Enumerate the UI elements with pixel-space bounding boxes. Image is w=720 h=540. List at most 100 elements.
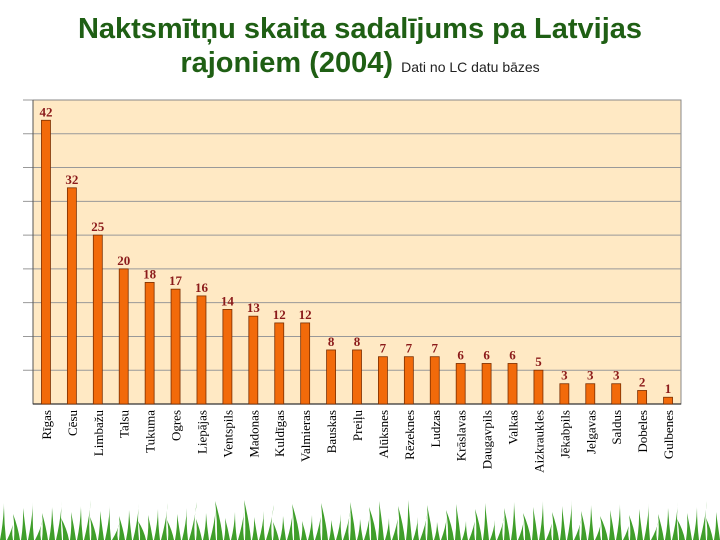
grass-blade <box>138 521 146 540</box>
grass-blade <box>301 521 307 540</box>
title-line-2-text: rajoniem (2004) <box>180 47 394 79</box>
grass-blade <box>441 516 447 540</box>
chart-title: Naktsmītņu skaita sadalījums pa Latvijas… <box>0 12 720 84</box>
bar-Madonas <box>248 315 259 405</box>
grass-blade <box>378 501 384 540</box>
grass-blade <box>161 503 168 540</box>
bar-Valmieras <box>300 322 311 405</box>
chart-subtitle: Dati no LC datu bāzes <box>401 59 540 75</box>
grass-blade <box>259 511 265 540</box>
grass-blade <box>7 520 14 540</box>
grass-decoration <box>0 500 720 540</box>
grass-blade <box>56 501 62 540</box>
grass-blade <box>196 519 202 540</box>
grass-blade <box>637 509 643 540</box>
bar-Aizkraukles <box>533 369 544 405</box>
grass-blade <box>61 518 69 540</box>
grass-blade <box>651 520 659 540</box>
tick-label: Tukuma <box>143 410 158 453</box>
tick-label: Liepājas <box>194 410 209 454</box>
grass-blade <box>462 521 468 540</box>
bar-Limbažu <box>92 234 103 405</box>
grass-blade <box>483 503 489 540</box>
data-label: 2 <box>639 374 646 389</box>
bar-Ludzas <box>429 356 440 405</box>
data-label: 13 <box>247 300 261 315</box>
grass-blade <box>175 514 181 540</box>
data-label: 5 <box>535 354 542 369</box>
data-label: 17 <box>169 273 183 288</box>
bar-Rēzeknes <box>403 356 414 405</box>
grass-blade <box>677 519 685 540</box>
grass-blade <box>292 504 300 540</box>
tick-label: Limbažu <box>91 410 106 457</box>
grass-blade <box>42 513 48 540</box>
grass-blade <box>154 509 160 540</box>
grass-blades <box>0 500 720 540</box>
grass-blade <box>665 508 671 540</box>
grass-blade <box>406 500 412 540</box>
bar-Tukuma <box>144 281 155 405</box>
bar-Ogres <box>170 288 181 405</box>
data-label: 16 <box>195 280 209 295</box>
grass-blade <box>616 504 622 540</box>
grass-blade <box>315 509 322 540</box>
tick-label: Bauskas <box>324 410 339 453</box>
grass-blade <box>588 505 594 540</box>
data-label: 6 <box>509 347 516 362</box>
grass-blade <box>105 505 111 540</box>
bar-Jēkabpils <box>559 383 570 405</box>
grass-blade <box>532 507 538 540</box>
grass-blade <box>364 513 370 540</box>
grass-blade <box>672 502 678 540</box>
grass-blade <box>658 514 664 540</box>
grass-blade <box>546 518 553 540</box>
data-label: 8 <box>354 334 361 349</box>
grass-blade <box>413 517 419 540</box>
tick-label: Kuldīgas <box>272 410 287 457</box>
grass-blade <box>369 507 377 540</box>
grass-blade <box>469 515 476 540</box>
bar-Alūksnes <box>378 356 388 405</box>
grass-blade <box>35 519 43 540</box>
grass-blade <box>287 510 293 540</box>
grass-blade <box>518 519 524 540</box>
grass-blade <box>77 506 83 540</box>
data-label: 7 <box>406 341 413 356</box>
data-label: 8 <box>328 334 335 349</box>
grass-blade <box>84 500 91 540</box>
grass-blade <box>21 508 27 540</box>
grass-blade <box>567 500 573 540</box>
grass-blade <box>434 522 440 540</box>
grass-blade <box>133 504 139 540</box>
grass-blade <box>321 503 328 540</box>
grass-blade <box>455 504 461 540</box>
grass-blade <box>392 512 399 540</box>
bar-Preiļu <box>352 349 362 405</box>
bar-Kuldīgas <box>274 322 285 405</box>
tick-label: Saldus <box>609 410 624 445</box>
bar-Dobeles <box>637 390 648 405</box>
grass-blade <box>686 513 692 540</box>
grass-blade <box>600 516 608 540</box>
grass-blade <box>70 512 76 540</box>
grass-blade <box>595 522 601 540</box>
tick-label: Jēkabpils <box>557 410 572 458</box>
bar-Liepājas <box>196 295 207 405</box>
grass-blade <box>609 510 615 540</box>
data-label: 3 <box>613 368 620 383</box>
data-label: 14 <box>221 293 235 308</box>
grass-blade <box>446 510 454 540</box>
grass-blade <box>329 520 335 540</box>
grass-blade <box>420 511 428 540</box>
grass-blade <box>273 522 279 540</box>
data-label: 3 <box>587 368 594 383</box>
data-label: 3 <box>561 368 568 383</box>
grass-blade <box>189 502 197 540</box>
tick-label: Krāslavas <box>454 410 469 461</box>
grass-blade <box>167 520 174 540</box>
grass-blade <box>629 515 636 540</box>
tick-label: Daugavpils <box>480 410 495 469</box>
tick-label: Preiļu <box>350 410 365 442</box>
